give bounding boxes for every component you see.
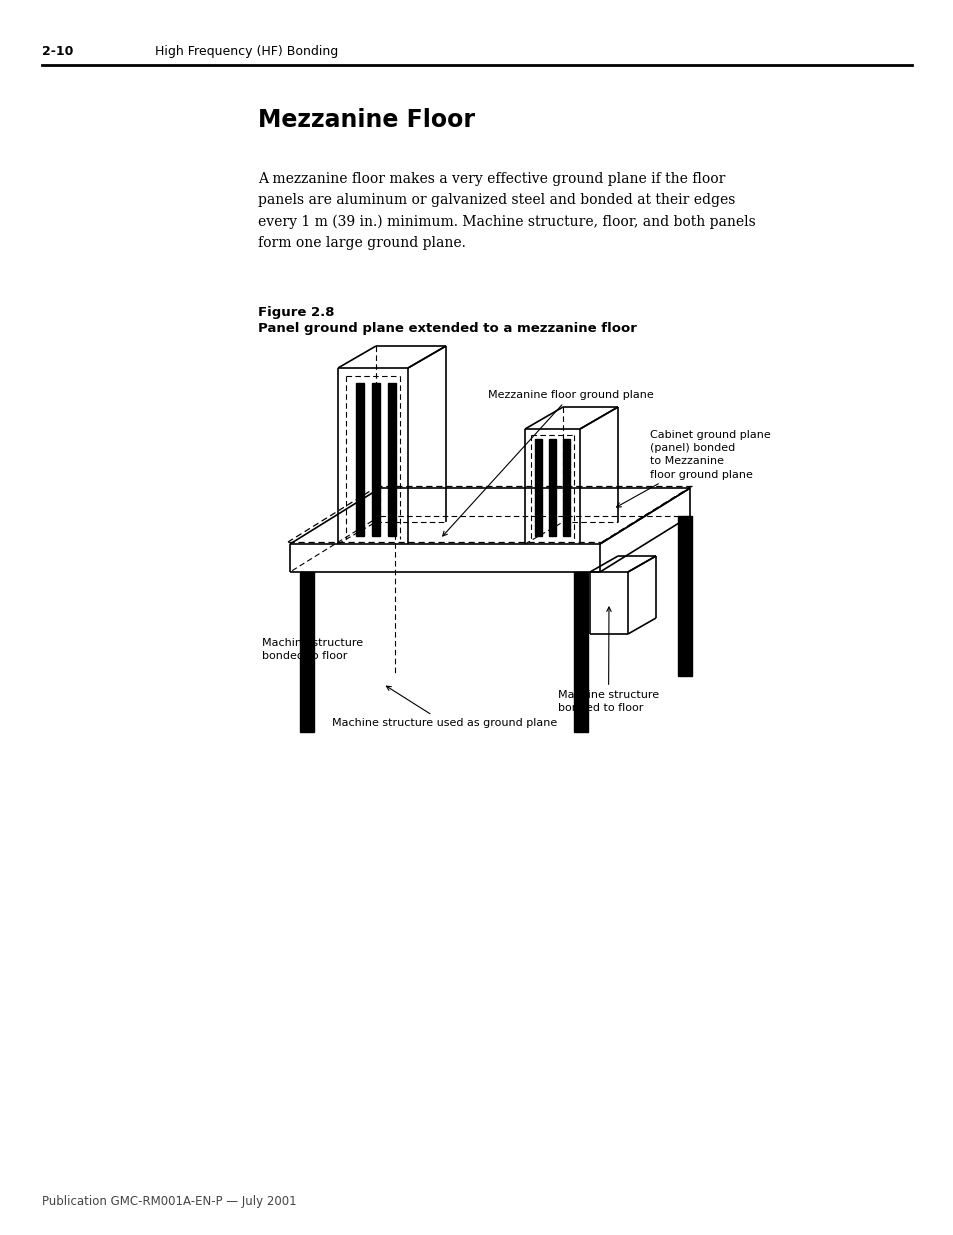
Polygon shape — [678, 516, 691, 677]
Polygon shape — [388, 383, 395, 536]
Polygon shape — [299, 572, 314, 732]
Text: Machine structure
bonded to floor: Machine structure bonded to floor — [558, 608, 659, 713]
Text: Cabinet ground plane
(panel) bonded
to Mezzanine
floor ground plane: Cabinet ground plane (panel) bonded to M… — [616, 430, 770, 508]
Polygon shape — [372, 383, 379, 536]
Text: Publication GMC-RM001A-EN-P — July 2001: Publication GMC-RM001A-EN-P — July 2001 — [42, 1195, 296, 1208]
Polygon shape — [562, 438, 569, 536]
Text: Mezzanine floor ground plane: Mezzanine floor ground plane — [442, 390, 653, 536]
Text: 2-10: 2-10 — [42, 44, 73, 58]
Polygon shape — [548, 438, 556, 536]
Text: Machine structure used as ground plane: Machine structure used as ground plane — [332, 687, 557, 727]
Polygon shape — [574, 572, 587, 732]
Text: Figure 2.8: Figure 2.8 — [257, 306, 335, 319]
Text: Panel ground plane extended to a mezzanine floor: Panel ground plane extended to a mezzani… — [257, 322, 637, 335]
Text: A mezzanine floor makes a very effective ground plane if the floor
panels are al: A mezzanine floor makes a very effective… — [257, 172, 755, 251]
Text: Mezzanine Floor: Mezzanine Floor — [257, 107, 475, 132]
Text: High Frequency (HF) Bonding: High Frequency (HF) Bonding — [154, 44, 338, 58]
Polygon shape — [535, 438, 541, 536]
Polygon shape — [355, 383, 364, 536]
Text: Machine structure
bonded to floor: Machine structure bonded to floor — [262, 638, 363, 661]
